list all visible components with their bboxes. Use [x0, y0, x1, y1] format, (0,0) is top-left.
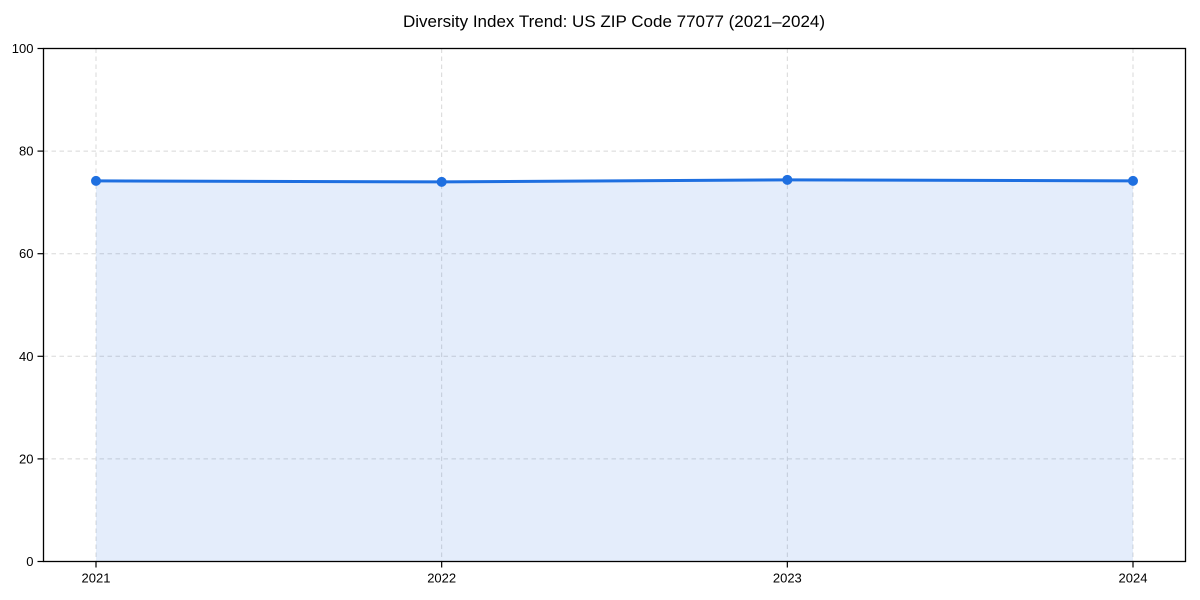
area-fill: [96, 179, 1133, 562]
x-tick-label-2022: 2022: [427, 571, 456, 586]
x-tick-label-2023: 2023: [773, 571, 802, 586]
data-point-markers: [91, 174, 1138, 187]
y-tick-label-80: 80: [19, 144, 33, 159]
trend-line: [94, 178, 1135, 184]
y-tick-label-40: 40: [19, 349, 33, 364]
y-tick-label-60: 60: [19, 246, 33, 261]
y-tick-label-100: 100: [12, 41, 34, 56]
data-point-2024: [1128, 175, 1138, 186]
data-point-2023: [782, 174, 793, 185]
x-tick-label-2024: 2024: [1119, 571, 1148, 586]
y-tick-label-20: 20: [19, 451, 33, 466]
axis-frame: [42, 47, 1187, 563]
data-point-2021: [91, 175, 101, 186]
y-tick-label-0: 0: [26, 554, 33, 569]
chart-title: Diversity Index Trend: US ZIP Code 77077…: [402, 12, 826, 31]
tick-marks: [37, 47, 1134, 568]
y-tick-labels: 0 20 40 60 80 100: [12, 41, 34, 569]
x-tick-label-2021: 2021: [82, 571, 111, 586]
x-tick-labels: 2021 2022 2023 2024: [82, 571, 1148, 586]
data-point-2022: [436, 176, 447, 187]
